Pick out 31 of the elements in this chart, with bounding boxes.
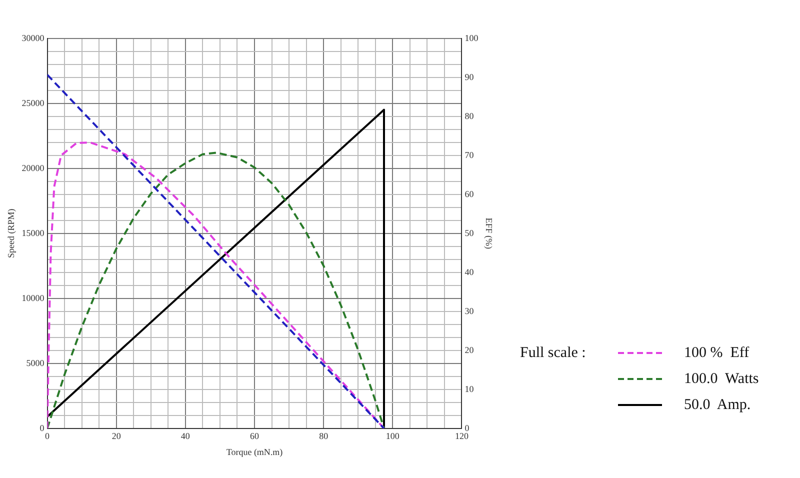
- y-axis-title: Speed (RPM): [6, 208, 16, 258]
- y2-tick-label: 40: [464, 266, 474, 277]
- y2-tick-label: 90: [464, 72, 474, 82]
- x-tick-label: 100: [386, 431, 400, 442]
- y-tick-label: 25000: [22, 98, 45, 108]
- y-tick-label: 15000: [22, 228, 45, 238]
- y-tick-label: 5000: [26, 358, 45, 368]
- legend-label: 100 % Eff: [684, 344, 750, 362]
- x-tick-label: 80: [319, 431, 329, 442]
- y-tick-label: 10000: [22, 292, 45, 303]
- x-tick-label: 20: [112, 431, 122, 442]
- legend-label: 50.0 Amp.: [684, 396, 751, 414]
- y-tick-label: 20000: [22, 162, 45, 173]
- y2-tick-label: 50: [464, 228, 474, 238]
- y2-tick-label: 20: [464, 344, 474, 355]
- legend-label: 100.0 Watts: [684, 370, 759, 388]
- y-tick-label: 0: [40, 422, 45, 433]
- x-tick-label: 120: [454, 431, 469, 442]
- y2-tick-label: 60: [464, 188, 474, 199]
- y2-tick-label: 100: [464, 32, 479, 43]
- y2-axis-title: EFF (%): [484, 218, 494, 250]
- x-axis-title: Torque (mN.m): [226, 446, 283, 457]
- y2-tick-label: 0: [464, 422, 470, 433]
- x-tick-label: 60: [250, 431, 260, 442]
- y-tick-label: 30000: [22, 32, 45, 43]
- y2-tick-label: 30: [464, 306, 474, 316]
- x-tick-label: 40: [180, 431, 190, 442]
- y2-tick-label: 10: [464, 384, 474, 394]
- y2-tick-label: 80: [464, 110, 474, 121]
- legend-title: Full scale :: [520, 344, 587, 362]
- y2-tick-label: 70: [464, 150, 474, 160]
